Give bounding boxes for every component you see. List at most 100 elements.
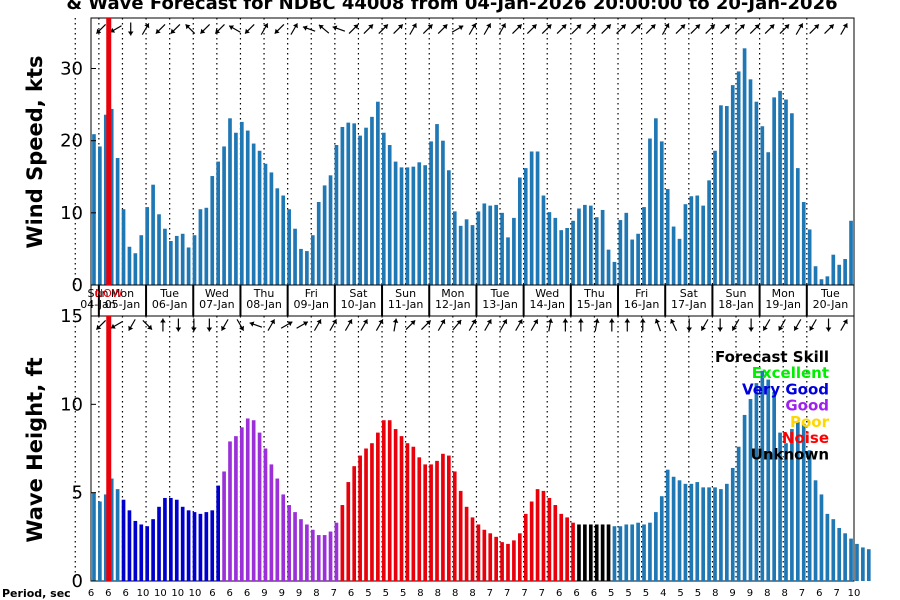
period-value: 8 [313,588,319,599]
wave-bar [204,512,209,581]
wind-direction-arrow [318,24,330,34]
day-date-label: 08-Jan [246,298,282,311]
wave-bar [180,506,185,581]
period-values: 6 6 6 10 10 10 10 6 6 6 9 9 9 8 7 6 5 5 5 8 8 8 8 7 7 7 7 6 6 6 5 5 5 4 5 5… [88,588,861,599]
period-axis-label: Period, sec [2,587,71,600]
wave-bar [316,535,321,581]
wave-bar [441,453,445,581]
period-value: 5 [625,588,631,599]
wave-bar [648,522,652,581]
wave-bar [435,460,439,581]
wave-bar [606,524,611,581]
wind-bar [523,168,528,285]
wave-direction-arrow [249,321,263,328]
wind-bar [606,249,611,285]
wind-bar [228,118,232,285]
wave-bar [464,506,469,581]
wind-bar [778,90,782,285]
wind-bar [376,101,380,286]
wave-bar [784,443,788,581]
wave-bar [293,512,297,581]
wind-bar [784,99,788,285]
wind-bar [393,161,398,285]
wind-bar [772,97,776,285]
wind-bar [506,237,510,285]
wind-direction-arrow [571,23,582,35]
wind-ytick-label: 10 [60,203,83,224]
wave-bar [849,538,853,581]
wind-direction-arrow [512,23,523,35]
wave-bar [506,543,510,581]
wind-bar [541,195,546,285]
wind-direction-arrow [228,25,241,33]
wind-bar [618,220,623,285]
wind-bar [334,145,339,285]
wind-bar [612,261,617,285]
legend-item-unknown: Unknown [751,446,829,464]
wave-bar [825,513,830,581]
period-value: 6 [348,588,354,599]
wind-bar [441,140,445,285]
wind-bar [701,205,706,285]
wind-bar [322,185,327,285]
wave-bar [109,478,114,581]
wave-bar [790,429,794,581]
wind-bar [488,205,493,285]
period-value: 9 [729,588,735,599]
wave-bar [677,480,682,581]
wave-direction-arrow [778,319,786,331]
day-of-week-label: Fri [305,287,318,300]
wind-bar [210,176,215,285]
day-date-label: 19-Jan [765,298,801,311]
day-date-label: 09-Jan [293,298,329,311]
wind-direction-arrow [170,23,181,35]
period-value: 8 [417,588,423,599]
wave-bar [269,464,274,581]
day-of-week-label: Thu [583,287,605,300]
wave-bar [778,432,782,581]
wave-bar [689,483,694,581]
period-value: 6 [88,588,94,599]
wind-bar [594,217,599,285]
wave-bar [352,466,357,581]
day-of-week-label: Tue [159,287,179,300]
wave-bar [163,497,167,581]
wave-bar [600,524,605,581]
wind-bar [417,162,422,285]
period-value: 7 [504,588,510,599]
wave-bar [541,490,546,581]
day-of-week-label: Wed [205,287,229,300]
wave-direction-arrows [95,318,848,332]
wave-bar [819,494,824,581]
wave-bar [458,490,463,581]
period-value: 9 [747,588,753,599]
now-label: NOW [95,287,123,300]
wind-direction-arrow [437,23,448,35]
wave-direction-arrow [562,318,569,332]
wind-bar [169,240,173,285]
legend-item-excellent: Excellent [752,364,829,382]
day-of-week-label: Sun [395,287,416,300]
period-value: 9 [296,588,302,599]
wave-bar [707,487,711,581]
wave-bar [299,519,303,581]
wave-bar [843,533,847,581]
wave-direction-arrow [175,318,182,332]
wind-bar [328,175,333,285]
wind-bar [831,254,836,285]
day-of-week-label: Sat [680,287,699,300]
wind-direction-arrow [468,23,477,35]
wave-direction-arrow [313,319,322,331]
wave-direction-arrow [700,319,709,331]
wave-y-axis-label: Wave Height, ft [23,357,47,542]
wind-bar [435,124,439,286]
wave-bar [866,549,871,581]
wind-bar [464,219,469,285]
wind-bar [730,85,735,285]
wave-bar [192,512,197,581]
wind-direction-arrow [127,22,134,36]
wind-bar [470,225,475,285]
wave-direction-arrow [578,318,584,332]
wind-direction-arrow [290,23,298,35]
wave-direction-arrow [654,318,662,332]
